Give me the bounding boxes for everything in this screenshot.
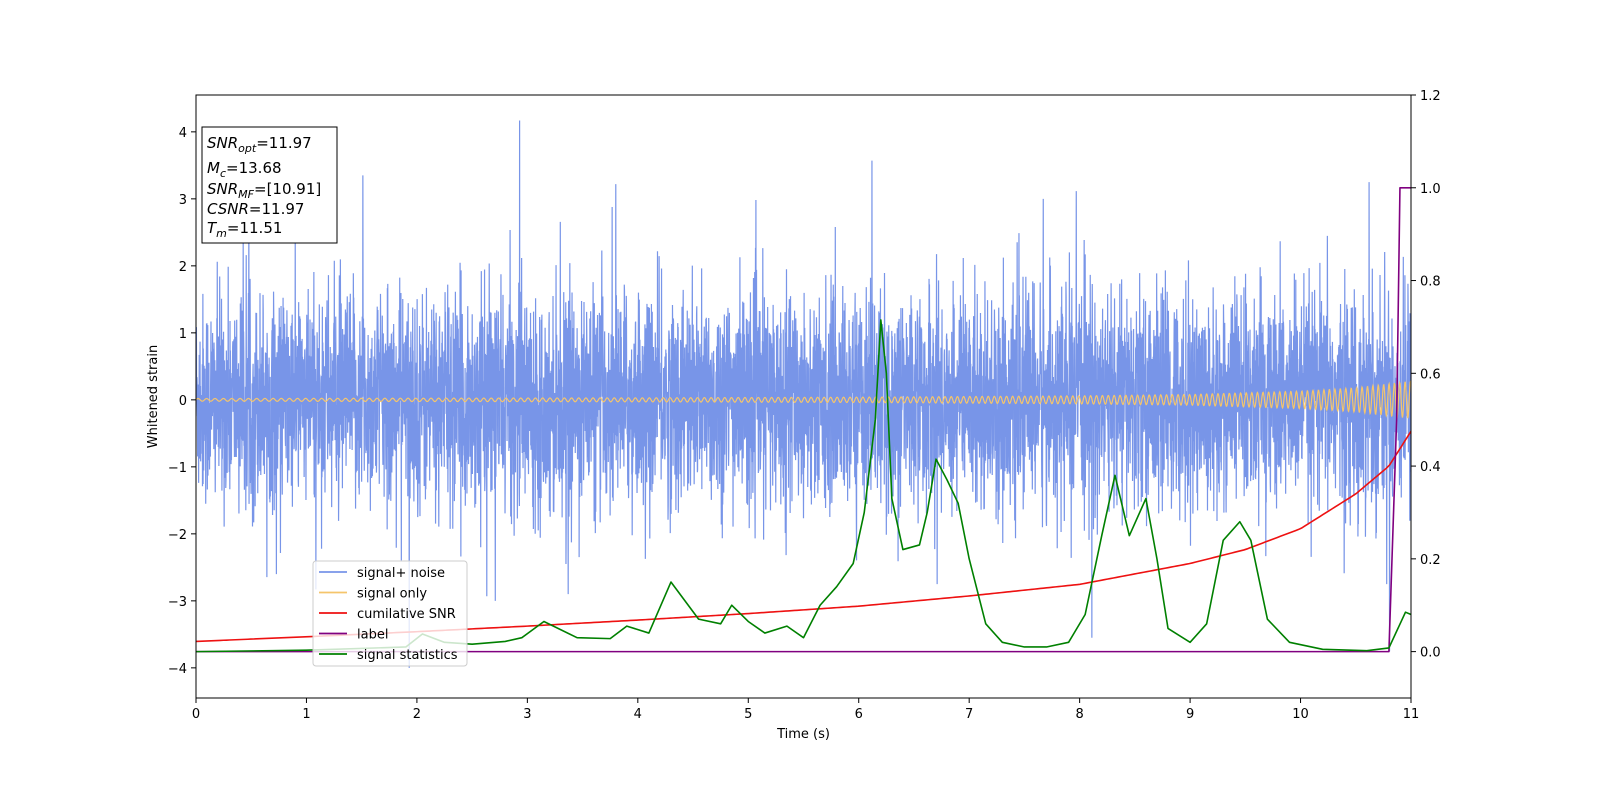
y2-tick-label: 0.6 [1420, 367, 1441, 382]
x-tick-label: 1 [302, 707, 310, 722]
y2-tick-label: 0.0 [1420, 646, 1441, 661]
y2-tick-label: 1.0 [1420, 182, 1441, 197]
legend-frame [312, 560, 468, 667]
legend: signal+ noise signal only cumilative SNR la… [312, 560, 468, 667]
legend-entry: label [357, 628, 388, 643]
info-box-line: SNRMF=[10.91] [207, 180, 321, 201]
info-box-line: CSNR=11.97 [207, 200, 304, 218]
legend-entry: cumilative SNR [357, 607, 456, 622]
y-tick-label: 0 [179, 394, 187, 409]
y2-tick-label: 1.2 [1420, 89, 1441, 104]
y2-tick-label: 0.8 [1420, 275, 1441, 290]
series-label [196, 186, 1411, 653]
y-tick-label: −2 [168, 528, 187, 543]
y-tick-label: −4 [168, 662, 187, 677]
x-axis-label: Time (s) [776, 727, 830, 742]
axis-layer: 0 1 2 3 4 5 6 7 8 9 10 11 −4 −3 −2 −1 0 1 2 3 4 0.0 0.2 0.4 0.6 0… [168, 89, 1441, 722]
y2-tick-label: 0.4 [1420, 460, 1441, 475]
x-tick-label: 9 [1186, 707, 1194, 722]
x-tick-label: 11 [1403, 707, 1420, 722]
series-signal-only [196, 379, 1411, 419]
x-tick-label: 0 [192, 707, 200, 722]
y-tick-label: 2 [179, 260, 187, 275]
info-box-frame [201, 126, 338, 244]
y-tick-label: 1 [179, 327, 187, 342]
plot-frame [195, 94, 1412, 699]
y2-tick-label: 0.2 [1420, 553, 1441, 568]
legend-entry: signal only [357, 587, 427, 602]
x-tick-label: 2 [413, 707, 421, 722]
y-tick-label: 4 [179, 126, 187, 141]
info-box-line: SNRopt=11.97 [207, 134, 312, 155]
legend-entry: signal statistics [357, 648, 458, 663]
legend-entry: signal+ noise [357, 566, 445, 581]
x-tick-label: 4 [634, 707, 642, 722]
x-tick-label: 7 [965, 707, 973, 722]
info-box-line: Tm=11.51 [207, 219, 282, 240]
x-tick-label: 6 [855, 707, 863, 722]
y-tick-label: 3 [179, 193, 187, 208]
x-tick-label: 10 [1292, 707, 1309, 722]
y-tick-label: −3 [168, 595, 187, 610]
y-axis-label: Whitened strain [146, 345, 161, 448]
info-box: SNRopt=11.97 Mc=13.68SNRMF=[10.91]CSNR=11… [201, 126, 338, 244]
series-signal-statistics [196, 319, 1411, 653]
info-box-line: Mc=13.68 [207, 159, 282, 180]
x-tick-label: 3 [523, 707, 531, 722]
x-tick-label: 5 [744, 707, 752, 722]
x-tick-label: 8 [1075, 707, 1083, 722]
series-signal-noise [196, 120, 1411, 668]
y-tick-label: −1 [168, 461, 187, 476]
